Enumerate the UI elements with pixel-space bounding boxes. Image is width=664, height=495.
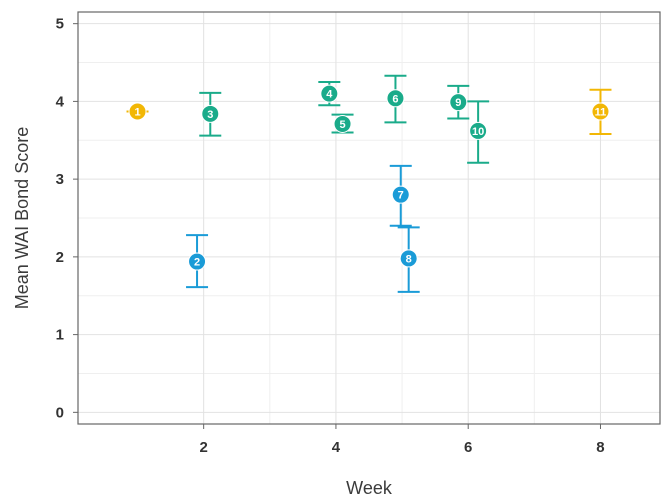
x-tick-label: 6: [464, 439, 472, 456]
grid-layer: [78, 12, 660, 424]
ticks-layer: 0 1 2 3 4 5 2 4 6 8: [56, 16, 605, 456]
y-axis-title: Mean WAI Bond Score: [12, 127, 32, 309]
point-2: [188, 252, 207, 271]
x-axis-title: Week: [346, 478, 393, 495]
point-label-10: 10: [472, 126, 484, 138]
point-label-3: 3: [207, 109, 213, 121]
point-6: [386, 89, 405, 108]
point-7: [391, 185, 410, 204]
y-tick-label: 4: [56, 93, 65, 110]
point-label-11: 11: [595, 107, 607, 119]
plot-border: [77, 11, 661, 425]
point-9: [449, 93, 468, 112]
point-label-7: 7: [398, 190, 404, 202]
point-3: [201, 104, 220, 123]
x-tick-label: 8: [596, 439, 604, 456]
point-label-5: 5: [339, 119, 345, 131]
y-tick-label: 0: [56, 404, 64, 421]
point-label-8: 8: [406, 253, 412, 265]
y-tick-label: 2: [56, 249, 64, 266]
x-tick-label: 4: [332, 439, 341, 456]
points-layer: 1 2 3 4 5 6 7 8 9 10 11: [128, 84, 610, 271]
point-label-9: 9: [455, 97, 461, 109]
y-tick-label: 5: [56, 16, 64, 33]
y-tick-label: 1: [56, 327, 64, 344]
y-tick-label: 3: [56, 171, 64, 188]
point-1: [128, 102, 147, 121]
point-4: [320, 84, 339, 103]
point-label-2: 2: [194, 257, 200, 269]
point-label-6: 6: [392, 93, 398, 105]
point-label-1: 1: [134, 107, 140, 119]
point-11: [591, 102, 610, 121]
point-8: [399, 249, 418, 268]
point-5: [333, 114, 352, 133]
point-label-4: 4: [326, 89, 333, 101]
point-10: [469, 121, 488, 140]
x-tick-label: 2: [199, 439, 207, 456]
